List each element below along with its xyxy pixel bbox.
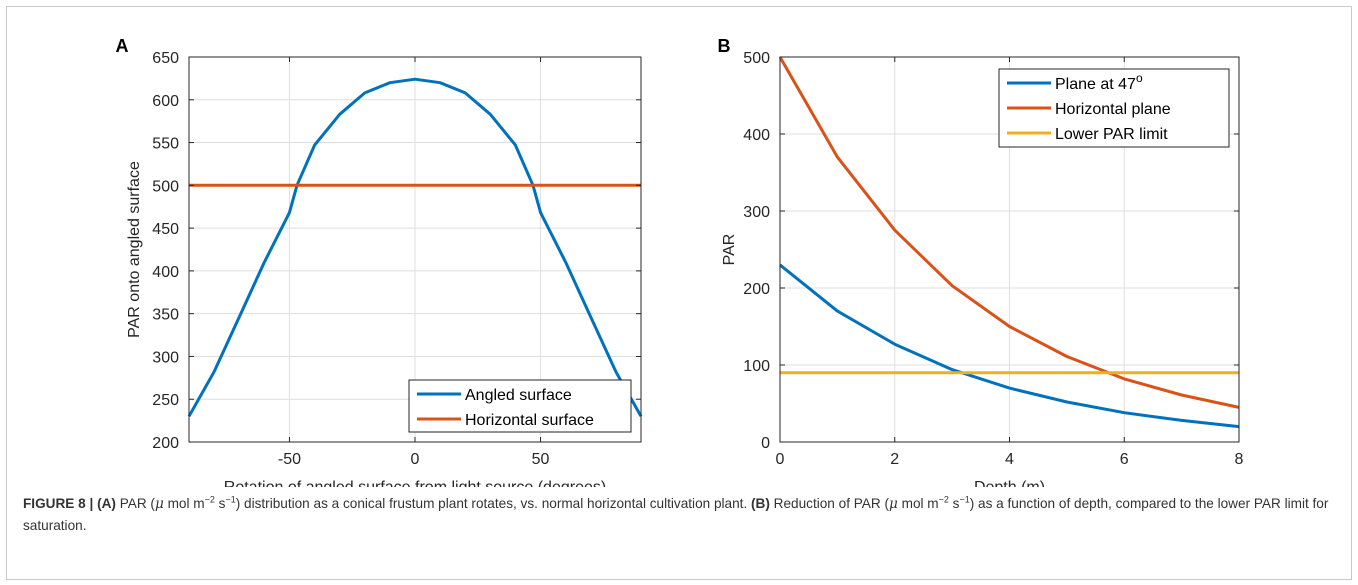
caption-mu: μ (154, 496, 164, 512)
x-tick-label: 50 (532, 451, 550, 468)
legend: Plane at 47o Horizontal plane Lower PAR li… (998, 68, 1230, 148)
caption-a-tag: (A) (97, 496, 116, 511)
y-tick-label: 500 (152, 178, 179, 195)
legend-label-1: Angled surface (465, 387, 572, 404)
caption-unit-s: s (214, 496, 226, 511)
x-tick-label: 8 (1235, 451, 1244, 468)
legend-label-2: Horizontal plane (1055, 101, 1171, 118)
legend-box (408, 379, 632, 433)
y-tick-label: 500 (743, 50, 770, 67)
panel-label: B (718, 36, 731, 56)
legend-degree-superscript: o (1136, 71, 1143, 85)
legend-label-2: Horizontal surface (465, 412, 594, 429)
legend-label-3: Lower PAR limit (1055, 126, 1168, 143)
y-axis-label: PAR onto angled surface (126, 161, 143, 338)
y-tick-label: 300 (743, 204, 770, 221)
caption-a-text: PAR ( (115, 496, 155, 511)
caption-b-text: Reduction of PAR ( (769, 496, 889, 511)
caption-exp-m: −2 (938, 494, 949, 505)
y-tick-label: 550 (152, 136, 179, 153)
caption-mu: μ (889, 496, 898, 512)
series-line-1 (187, 77, 643, 418)
x-axis-label: Depth (m) (974, 479, 1045, 487)
caption-b-text-2: ) as a function of depth, compared to th… (23, 496, 1329, 533)
y-tick-label: 400 (743, 127, 770, 144)
x-tick-label: 0 (411, 451, 420, 468)
caption-exp-s: −1 (959, 494, 970, 505)
figure-caption: FIGURE 8 | (A) PAR (μ mol m−2 s−1) distr… (23, 493, 1349, 537)
figure-canvas: -50050200250300350400450500550600650Rota… (116, 36, 1244, 487)
caption-exp-m: −2 (204, 494, 215, 505)
chart-panel-a: -50 0 50 200 250 300 350 400 450 500 550 600 650 Rota… (116, 36, 643, 487)
caption-figure-label: FIGURE 8 | (23, 496, 94, 511)
y-tick-label: 450 (152, 221, 179, 238)
legend: Angled surface Horizontal surface (408, 379, 632, 433)
y-tick-label: 200 (152, 435, 179, 452)
y-tick-label: 300 (152, 349, 179, 366)
x-tick-label: -50 (278, 451, 301, 468)
series-line-2 (778, 56, 1240, 409)
y-tick-label: 400 (152, 264, 179, 281)
y-tick-label: 0 (761, 435, 770, 452)
x-tick-label: 0 (776, 451, 785, 468)
y-tick-label: 100 (743, 358, 770, 375)
y-tick-label: 600 (152, 93, 179, 110)
caption-exp-s: −1 (225, 494, 236, 505)
panel-label: A (116, 36, 129, 56)
figure-frame: -50050200250300350400450500550600650Rota… (6, 6, 1352, 580)
y-axis-label: PAR (721, 234, 738, 266)
y-tick-label: 250 (152, 392, 179, 409)
caption-a-text-2: ) distribution as a conical frustum plan… (235, 496, 751, 511)
x-tick-label: 4 (1005, 451, 1014, 468)
x-tick-label: 2 (890, 451, 899, 468)
series-line-1 (779, 263, 1240, 429)
caption-b-tag: (B) (751, 496, 770, 511)
x-axis-label: Rotation of angled surface from light so… (224, 479, 606, 487)
x-tick-label: 6 (1120, 451, 1129, 468)
caption-unit-mol: mol m (163, 496, 205, 511)
caption-unit-mol: mol m (897, 496, 939, 511)
y-tick-label: 350 (152, 307, 179, 324)
y-tick-label: 200 (743, 281, 770, 298)
chart-panel-b: 0 2 4 6 8 0 100 200 300 400 500 Depth (m) PAR B Plane … (718, 36, 1244, 487)
y-tick-label: 650 (152, 50, 179, 67)
legend-label-1: Plane at 47o (1055, 71, 1143, 93)
caption-unit-s: s (948, 496, 960, 511)
